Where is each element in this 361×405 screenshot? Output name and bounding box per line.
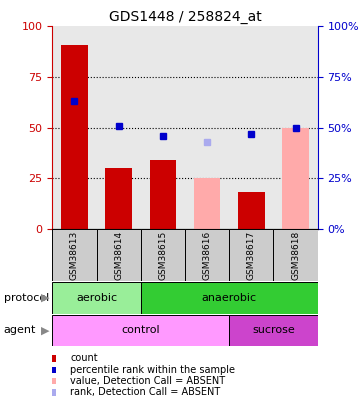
Bar <box>282 128 309 229</box>
Text: ▶: ▶ <box>41 326 49 335</box>
Bar <box>185 229 229 281</box>
Bar <box>194 178 220 229</box>
Text: GSM38613: GSM38613 <box>70 230 79 280</box>
Bar <box>229 315 318 346</box>
Title: GDS1448 / 258824_at: GDS1448 / 258824_at <box>109 10 261 24</box>
Bar <box>141 229 185 281</box>
Text: sucrose: sucrose <box>252 326 295 335</box>
Text: protocol: protocol <box>4 293 49 303</box>
Text: value, Detection Call = ABSENT: value, Detection Call = ABSENT <box>70 376 226 386</box>
Text: rank, Detection Call = ABSENT: rank, Detection Call = ABSENT <box>70 388 221 397</box>
Text: GSM38617: GSM38617 <box>247 230 256 280</box>
Bar <box>229 229 274 281</box>
Bar <box>52 315 229 346</box>
Text: GSM38614: GSM38614 <box>114 230 123 280</box>
Text: GSM38616: GSM38616 <box>203 230 212 280</box>
Bar <box>97 229 141 281</box>
Bar <box>52 282 141 314</box>
Bar <box>274 229 318 281</box>
Bar <box>105 168 132 229</box>
Text: control: control <box>122 326 160 335</box>
Text: GSM38618: GSM38618 <box>291 230 300 280</box>
Text: anaerobic: anaerobic <box>202 293 257 303</box>
Text: GSM38615: GSM38615 <box>158 230 168 280</box>
Bar <box>150 160 176 229</box>
Text: count: count <box>70 354 98 363</box>
Bar <box>238 192 265 229</box>
Bar <box>141 282 318 314</box>
Bar <box>61 45 88 229</box>
Text: aerobic: aerobic <box>76 293 117 303</box>
Bar <box>52 229 97 281</box>
Text: agent: agent <box>4 326 36 335</box>
Text: percentile rank within the sample: percentile rank within the sample <box>70 365 235 375</box>
Text: ▶: ▶ <box>41 293 49 303</box>
